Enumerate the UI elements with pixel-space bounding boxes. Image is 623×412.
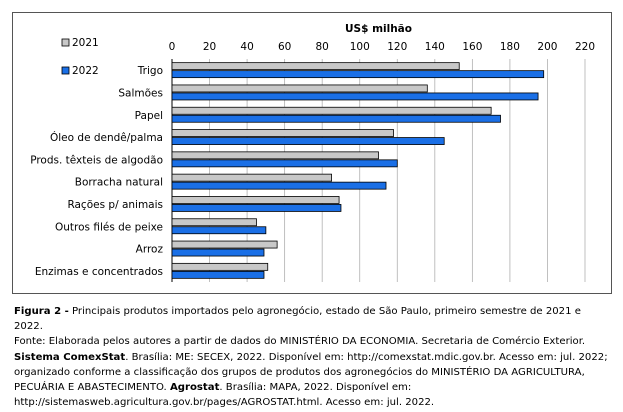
- x-tick-label: 20: [203, 41, 216, 53]
- category-label: Óleo de dendê/palma: [50, 131, 163, 144]
- x-tick-label: 160: [462, 41, 482, 53]
- source-bold-agrostat: Agrostat: [169, 382, 220, 394]
- x-tick-label: 120: [387, 41, 407, 53]
- source-intro: Fonte: Elaborada pelos autores a partir …: [14, 336, 586, 348]
- legend-swatch-2022: [61, 66, 70, 75]
- bar-2021: [171, 151, 379, 160]
- x-tick-label: 180: [500, 41, 520, 53]
- bar-2021: [171, 62, 460, 71]
- category-label: Rações p/ animais: [67, 199, 163, 211]
- bar-2021: [171, 173, 332, 182]
- x-tick-label: 200: [537, 41, 557, 53]
- source-bold-comexstat: Sistema ComexStat: [14, 351, 126, 363]
- bar-2022: [171, 92, 539, 101]
- legend-label-2022: 2022: [72, 65, 99, 77]
- bar-chart: 0 20 40 60 80 100 120 140 160 180 200 220 US$ milhão…: [30, 23, 595, 282]
- category-label: Trigo: [137, 65, 163, 77]
- source-mid: . Brasília: ME: SECEX, 2022. Disponível …: [14, 351, 608, 394]
- bar-2021: [171, 218, 257, 227]
- chart-frame: [12, 12, 612, 294]
- bar-2021: [171, 196, 340, 204]
- figure-caption: Figura 2 - Principais produtos importado…: [14, 304, 610, 410]
- bar-2022: [171, 159, 398, 168]
- bar-2021: [171, 129, 394, 137]
- caption-title-line: Figura 2 - Principais produtos importado…: [14, 304, 610, 334]
- bar-2022: [171, 270, 265, 279]
- bar-2022: [171, 181, 387, 190]
- figure-label: Figura 2 -: [14, 306, 69, 317]
- bar-2022: [171, 137, 445, 145]
- axis-unit-label: US$ milhão: [345, 23, 412, 35]
- x-tick-label: 40: [240, 41, 253, 53]
- category-label: Salmões: [118, 87, 163, 99]
- figure-title: Principais produtos importados pelo agro…: [14, 306, 581, 333]
- category-label: Arroz: [136, 244, 164, 256]
- bar-2021: [171, 106, 492, 115]
- x-tick-label: 100: [350, 41, 370, 53]
- bar-2022: [171, 204, 342, 212]
- bar-2021: [171, 262, 269, 271]
- bar-2021: [171, 84, 428, 93]
- bar-2022: [171, 114, 501, 123]
- legend-label-2021: 2021: [72, 37, 99, 49]
- category-label: Borracha natural: [75, 177, 163, 189]
- caption-source: Fonte: Elaborada pelos autores a partir …: [14, 334, 610, 410]
- category-label: Prods. têxteis de algodão: [30, 154, 163, 166]
- bar-2021: [171, 240, 278, 249]
- bar-2022: [171, 70, 545, 79]
- category-label: Papel: [135, 110, 163, 122]
- source-end: . Brasília: MAPA, 2022. Disponível em: h…: [14, 382, 435, 409]
- x-tick-label: 80: [315, 41, 328, 53]
- bar-2022: [171, 226, 267, 235]
- bar-2022: [171, 248, 265, 257]
- x-tick-label: 60: [278, 41, 291, 53]
- x-tick-label: 220: [575, 41, 595, 53]
- legend-swatch-2021: [61, 38, 70, 47]
- category-label: Enzimas e concentrados: [35, 266, 163, 278]
- category-label: Outros filés de peixe: [55, 221, 163, 233]
- x-tick-label: 140: [425, 41, 445, 53]
- x-tick-label: 0: [169, 41, 176, 53]
